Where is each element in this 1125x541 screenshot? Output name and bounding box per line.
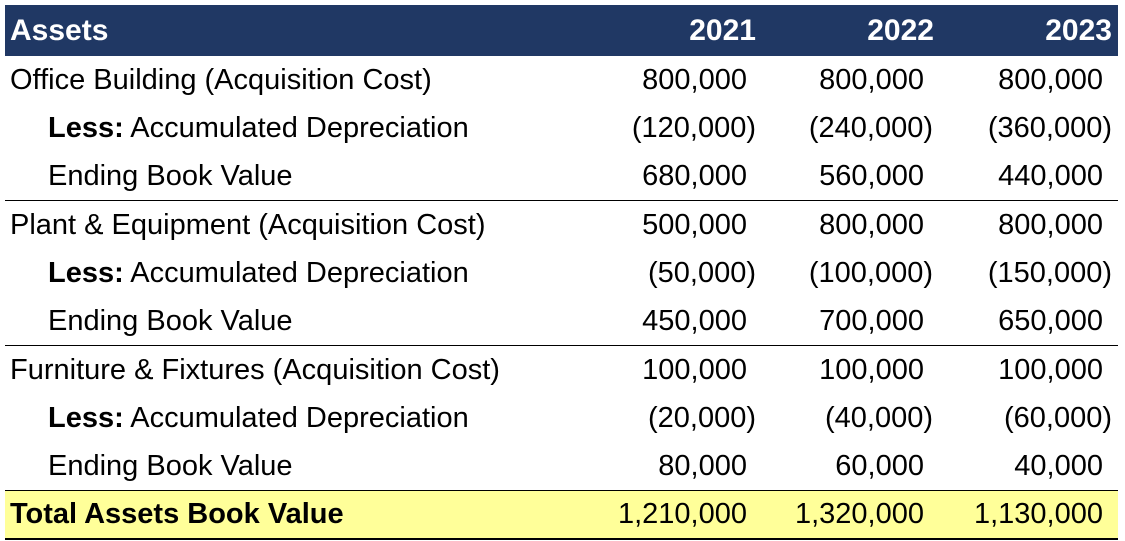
- total-2021: 1,210,000: [617, 498, 747, 530]
- less-prefix: Less:: [48, 112, 124, 144]
- row-label: Less: Accumulated Depreciation: [48, 104, 469, 152]
- header-year-2023: 2023: [1045, 14, 1112, 47]
- plant-equipment-cost-row: Plant & Equipment (Acquisition Cost) 500…: [5, 200, 1118, 249]
- less-prefix: Less:: [48, 402, 124, 434]
- table-header: Assets 2021 2022 2023: [5, 5, 1118, 56]
- total-label: Total Assets Book Value: [10, 498, 344, 530]
- office-building-depreciation-row: Less: Accumulated Depreciation (120,000)…: [5, 104, 1118, 152]
- cell-2021: 800,000: [642, 64, 747, 96]
- cell-2022: (40,000): [824, 402, 933, 434]
- row-label: Ending Book Value: [48, 450, 293, 482]
- row-label: Ending Book Value: [48, 160, 293, 192]
- furniture-fixtures-ending-row: Ending Book Value 80,000 60,000 40,000: [5, 442, 1118, 490]
- cell-2022: 560,000: [819, 160, 924, 192]
- cell-2021: 450,000: [642, 305, 747, 337]
- cell-2023: (150,000): [987, 257, 1112, 289]
- furniture-fixtures-cost-row: Furniture & Fixtures (Acquisition Cost) …: [5, 345, 1118, 394]
- plant-equipment-depreciation-row: Less: Accumulated Depreciation (50,000) …: [5, 249, 1118, 297]
- row-label: Less: Accumulated Depreciation: [48, 394, 469, 442]
- total-2022: 1,320,000: [794, 498, 924, 530]
- asset-table: Assets 2021 2022 2023 Office Building (A…: [5, 5, 1118, 540]
- cell-2021: (120,000): [631, 112, 756, 144]
- row-label: Furniture & Fixtures (Acquisition Cost): [10, 354, 500, 386]
- cell-2021: 680,000: [642, 160, 747, 192]
- total-2023: 1,130,000: [973, 498, 1103, 530]
- header-year-2021: 2021: [689, 14, 756, 47]
- header-year-2022: 2022: [867, 14, 934, 47]
- cell-2023: (360,000): [987, 112, 1112, 144]
- cell-2022: 100,000: [819, 354, 924, 386]
- cell-2021: 100,000: [642, 354, 747, 386]
- office-building-cost-row: Office Building (Acquisition Cost) 800,0…: [5, 56, 1118, 104]
- cell-2022: (240,000): [808, 112, 933, 144]
- row-label: Less: Accumulated Depreciation: [48, 249, 469, 297]
- cell-2021: 80,000: [658, 450, 747, 482]
- cell-2022: 60,000: [835, 450, 924, 482]
- cell-2021: 500,000: [642, 209, 747, 241]
- furniture-fixtures-depreciation-row: Less: Accumulated Depreciation (20,000) …: [5, 394, 1118, 442]
- row-label: Plant & Equipment (Acquisition Cost): [10, 209, 486, 241]
- total-row: Total Assets Book Value 1,210,000 1,320,…: [5, 490, 1118, 540]
- cell-2022: (100,000): [808, 257, 933, 289]
- cell-2022: 800,000: [819, 64, 924, 96]
- cell-2021: (50,000): [647, 257, 756, 289]
- header-title: Assets: [10, 14, 109, 47]
- cell-2023: 800,000: [998, 64, 1103, 96]
- cell-2023: 650,000: [998, 305, 1103, 337]
- less-label: Accumulated Depreciation: [130, 112, 469, 144]
- row-label: Office Building (Acquisition Cost): [10, 64, 432, 96]
- cell-2023: (60,000): [1003, 402, 1112, 434]
- cell-2023: 440,000: [998, 160, 1103, 192]
- cell-2023: 40,000: [1014, 450, 1103, 482]
- row-label: Ending Book Value: [48, 305, 293, 337]
- less-label: Accumulated Depreciation: [130, 257, 469, 289]
- cell-2021: (20,000): [647, 402, 756, 434]
- cell-2023: 100,000: [998, 354, 1103, 386]
- cell-2023: 800,000: [998, 209, 1103, 241]
- office-building-ending-row: Ending Book Value 680,000 560,000 440,00…: [5, 152, 1118, 200]
- less-label: Accumulated Depreciation: [130, 402, 469, 434]
- plant-equipment-ending-row: Ending Book Value 450,000 700,000 650,00…: [5, 297, 1118, 345]
- cell-2022: 800,000: [819, 209, 924, 241]
- cell-2022: 700,000: [819, 305, 924, 337]
- less-prefix: Less:: [48, 257, 124, 289]
